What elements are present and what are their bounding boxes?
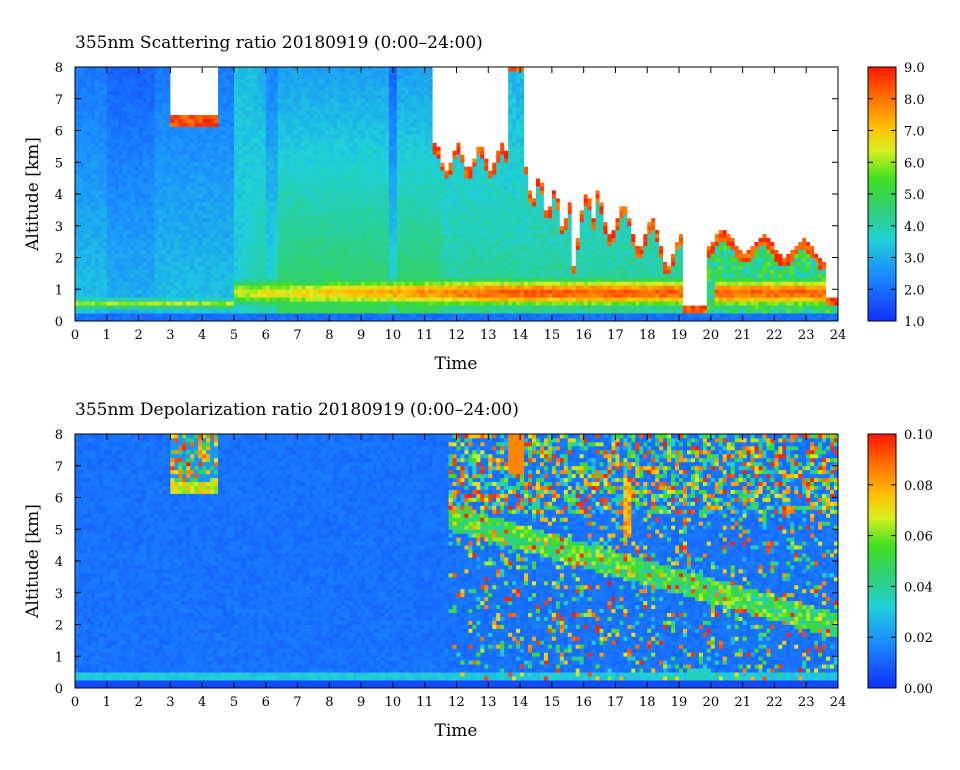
y-tick-label: 6 (55, 492, 63, 507)
x-tick-label: 10 (385, 328, 402, 343)
colorbar-tick-label: 2.0 (904, 283, 925, 298)
x-tick-label: 3 (166, 328, 174, 343)
x-tick-label: 21 (734, 328, 751, 343)
x-tick-label: 8 (325, 328, 333, 343)
x-tick-label: 19 (671, 328, 688, 343)
scattering-heatmap (75, 67, 838, 321)
depolarization-heatmap (75, 434, 838, 688)
x-tick-label: 9 (357, 328, 365, 343)
colorbar-tick-label: 4.0 (904, 220, 925, 235)
y-tick-label: 0 (55, 315, 63, 330)
depolarization-y-label: Altitude [km] (23, 504, 43, 619)
colorbar-tick-label: 0.00 (904, 682, 933, 697)
x-tick-label: 2 (134, 695, 142, 710)
x-tick-label: 21 (734, 695, 751, 710)
x-tick-label: 7 (293, 328, 301, 343)
y-tick-label: 0 (55, 682, 63, 697)
y-tick-label: 2 (55, 619, 63, 634)
colorbar-tick-label: 9.0 (904, 61, 925, 76)
y-tick-label: 5 (55, 156, 63, 171)
x-tick-label: 17 (607, 695, 624, 710)
x-tick-label: 3 (166, 695, 174, 710)
x-tick-label: 12 (448, 328, 465, 343)
colorbar-tick-label: 0.08 (904, 479, 933, 494)
x-tick-label: 16 (575, 328, 592, 343)
scattering-title: 355nm Scattering ratio 20180919 (0:00–24… (75, 33, 483, 53)
x-tick-label: 18 (639, 695, 656, 710)
x-tick-label: 12 (448, 695, 465, 710)
colorbar-tick-label: 0.10 (904, 428, 933, 443)
depolarization-x-label: Time (435, 721, 478, 741)
y-tick-label: 4 (55, 555, 63, 570)
y-tick-label: 8 (55, 61, 63, 76)
colorbar-tick-label: 3.0 (904, 252, 925, 267)
x-tick-label: 0 (71, 328, 79, 343)
y-tick-label: 7 (55, 460, 63, 475)
colorbar-tick-label: 6.0 (904, 156, 925, 171)
x-tick-label: 18 (639, 328, 656, 343)
scattering-ratio-panel: 355nm Scattering ratio 20180919 (0:00–24… (23, 33, 925, 374)
x-tick-label: 20 (703, 328, 720, 343)
x-tick-label: 6 (262, 328, 270, 343)
x-tick-label: 4 (198, 695, 206, 710)
x-tick-label: 7 (293, 695, 301, 710)
x-tick-label: 11 (416, 695, 433, 710)
y-tick-label: 1 (55, 283, 63, 298)
colorbar-tick-label: 8.0 (904, 93, 925, 108)
x-tick-label: 8 (325, 695, 333, 710)
x-tick-label: 22 (766, 695, 783, 710)
y-tick-label: 3 (55, 220, 63, 235)
x-tick-label: 11 (416, 328, 433, 343)
y-tick-label: 5 (55, 523, 63, 538)
y-tick-label: 4 (55, 188, 63, 203)
colorbar-tick-label: 7.0 (904, 125, 925, 140)
colorbar-tick-label: 5.0 (904, 188, 925, 203)
y-tick-label: 6 (55, 125, 63, 140)
x-tick-label: 2 (134, 328, 142, 343)
y-tick-label: 1 (55, 650, 63, 665)
x-tick-label: 13 (480, 695, 497, 710)
colorbar-tick-label: 1.0 (904, 315, 925, 330)
x-tick-label: 14 (512, 695, 529, 710)
colorbar-tick-label: 0.06 (904, 530, 933, 545)
scattering-x-label: Time (435, 354, 478, 374)
x-tick-label: 5 (230, 328, 238, 343)
x-tick-label: 5 (230, 695, 238, 710)
x-tick-label: 23 (798, 695, 815, 710)
depolarization-title: 355nm Depolarization ratio 20180919 (0:0… (75, 400, 519, 420)
depolarization-colorbar (868, 434, 896, 688)
y-tick-label: 2 (55, 252, 63, 267)
x-tick-label: 9 (357, 695, 365, 710)
x-tick-label: 14 (512, 328, 529, 343)
x-tick-label: 15 (544, 328, 561, 343)
colorbar-tick-label: 0.02 (904, 631, 933, 646)
x-tick-label: 20 (703, 695, 720, 710)
x-tick-label: 15 (544, 695, 561, 710)
x-tick-label: 1 (103, 328, 111, 343)
depolarization-ratio-panel: 355nm Depolarization ratio 20180919 (0:0… (23, 400, 933, 741)
x-tick-label: 10 (385, 695, 402, 710)
x-tick-label: 22 (766, 328, 783, 343)
x-tick-label: 17 (607, 328, 624, 343)
y-tick-label: 7 (55, 93, 63, 108)
x-tick-label: 13 (480, 328, 497, 343)
x-tick-label: 6 (262, 695, 270, 710)
colorbar-tick-label: 0.04 (904, 580, 933, 595)
y-tick-label: 8 (55, 428, 63, 443)
x-tick-label: 23 (798, 328, 815, 343)
x-tick-label: 19 (671, 695, 688, 710)
x-tick-label: 0 (71, 695, 79, 710)
x-tick-label: 24 (830, 695, 847, 710)
y-tick-label: 3 (55, 587, 63, 602)
x-tick-label: 4 (198, 328, 206, 343)
x-tick-label: 24 (830, 328, 847, 343)
x-tick-label: 1 (103, 695, 111, 710)
scattering-y-label: Altitude [km] (23, 137, 43, 252)
x-tick-label: 16 (575, 695, 592, 710)
